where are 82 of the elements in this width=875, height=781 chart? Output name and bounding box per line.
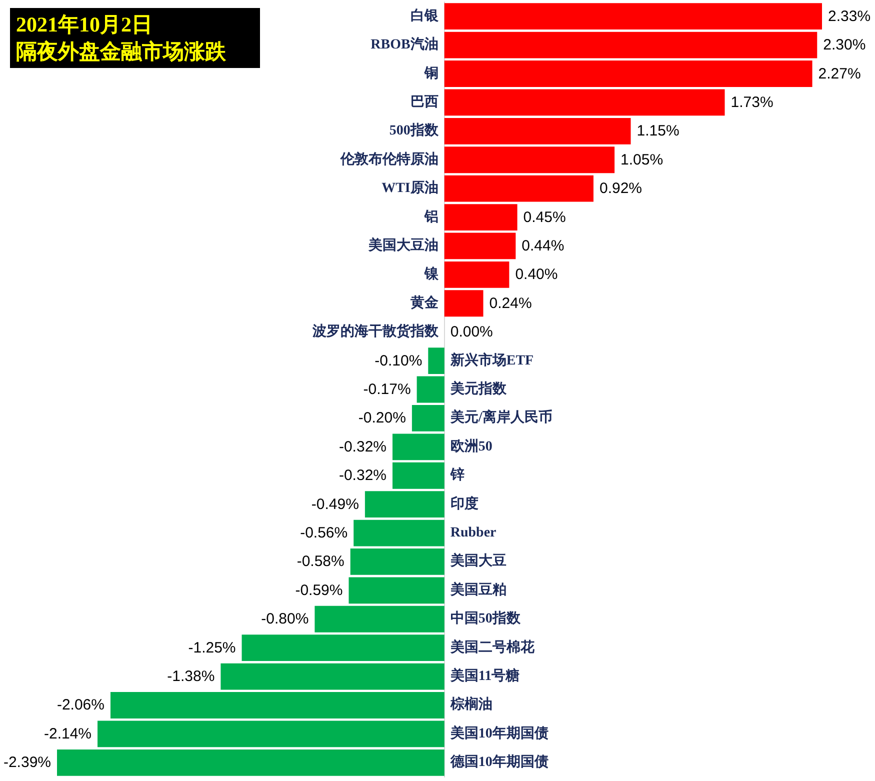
y-tick-label: 巴西 xyxy=(410,94,438,110)
data-label: -0.49% xyxy=(311,496,359,513)
bar xyxy=(444,204,518,230)
bar xyxy=(98,720,444,748)
bar xyxy=(444,232,516,260)
bar xyxy=(57,749,444,776)
y-tick-label: 锌 xyxy=(449,467,464,484)
data-label: 0.45% xyxy=(523,208,566,226)
y-tick-label: 中国50指数 xyxy=(450,610,522,627)
y-tick-label: 铜 xyxy=(423,65,438,82)
data-label: 0.40% xyxy=(515,266,558,284)
y-tick-label: RBOB汽油 xyxy=(370,36,438,53)
data-label: -0.58% xyxy=(296,553,344,570)
y-tick-label: 德国10年期国债 xyxy=(449,754,548,770)
bar xyxy=(444,60,812,87)
bar xyxy=(314,606,444,632)
data-label: 0.24% xyxy=(489,294,532,312)
bar xyxy=(220,663,444,690)
data-label: 2.33% xyxy=(828,8,871,25)
data-label: -0.59% xyxy=(295,582,343,599)
y-tick-label: 欧洲50 xyxy=(450,438,492,454)
data-label: -2.39% xyxy=(3,754,51,772)
y-tick-label: 波罗的海干散货指数 xyxy=(311,324,440,340)
y-tick-label: 白银 xyxy=(410,8,440,24)
y-tick-label: 棕榈油 xyxy=(449,696,492,713)
bar xyxy=(428,348,444,374)
data-label: 1.73% xyxy=(730,94,774,111)
bar xyxy=(364,491,444,518)
data-label: -0.20% xyxy=(358,410,406,427)
data-label: 0.44% xyxy=(522,237,564,254)
bar xyxy=(444,32,818,58)
bar xyxy=(412,405,444,432)
bar xyxy=(242,634,444,662)
y-tick-label: WTI原油 xyxy=(382,180,438,196)
data-label: 1.05% xyxy=(620,151,664,168)
y-tick-label: 印度 xyxy=(450,494,478,512)
data-label: 2.27% xyxy=(818,65,861,82)
y-tick-label: 新兴市场ETF xyxy=(449,351,534,368)
bar xyxy=(444,175,594,202)
data-label: -0.32% xyxy=(338,438,386,456)
y-tick-label: 美国10年期国债 xyxy=(449,724,548,742)
bar xyxy=(392,434,444,460)
bar xyxy=(416,376,444,403)
data-label: 1.15% xyxy=(636,122,680,140)
data-label: -0.80% xyxy=(261,610,309,628)
data-label: -1.38% xyxy=(167,668,215,686)
text: 2021年10月2日 xyxy=(16,12,152,36)
bar xyxy=(444,118,631,144)
data-label: -0.10% xyxy=(374,352,422,370)
data-label: -2.14% xyxy=(44,725,92,742)
y-tick-label: 美元指数 xyxy=(449,380,508,397)
data-label: 0.92% xyxy=(599,180,642,198)
data-label: -2.06% xyxy=(56,696,104,714)
y-tick-label: 美国11号糖 xyxy=(449,667,520,684)
y-tick-label: 铝 xyxy=(423,208,438,225)
y-tick-label: 500指数 xyxy=(389,122,440,139)
y-tick-label: 伦敦布伦特原油 xyxy=(339,150,438,168)
y-tick-label: 黄金 xyxy=(409,294,440,311)
bar xyxy=(354,520,444,546)
data-label: 0.00% xyxy=(450,324,493,341)
bar xyxy=(350,548,444,575)
data-label: -0.56% xyxy=(300,524,348,542)
bar xyxy=(444,290,484,317)
y-tick-label: 美国豆粕 xyxy=(449,580,506,598)
data-label: 2.30% xyxy=(823,36,866,54)
text: 隔夜外盘金融市场涨跌 xyxy=(16,40,227,64)
y-tick-label: 美元/离岸人民币 xyxy=(449,408,552,426)
bar xyxy=(444,146,615,174)
bar xyxy=(444,89,725,116)
y-tick-label: Rubber xyxy=(450,526,496,541)
data-label: -0.32% xyxy=(338,467,386,484)
bar xyxy=(444,3,822,30)
y-tick-label: 美国大豆 xyxy=(449,552,506,570)
bar xyxy=(444,261,510,288)
y-tick-label: 美国二号棉花 xyxy=(449,638,536,656)
y-tick-label: 镍 xyxy=(423,266,440,282)
bar xyxy=(348,577,444,604)
bar xyxy=(392,462,444,489)
data-label: -1.25% xyxy=(188,639,236,656)
y-tick-label: 美国大豆油 xyxy=(367,236,438,254)
data-label: -0.17% xyxy=(363,381,411,398)
bar xyxy=(110,692,444,718)
